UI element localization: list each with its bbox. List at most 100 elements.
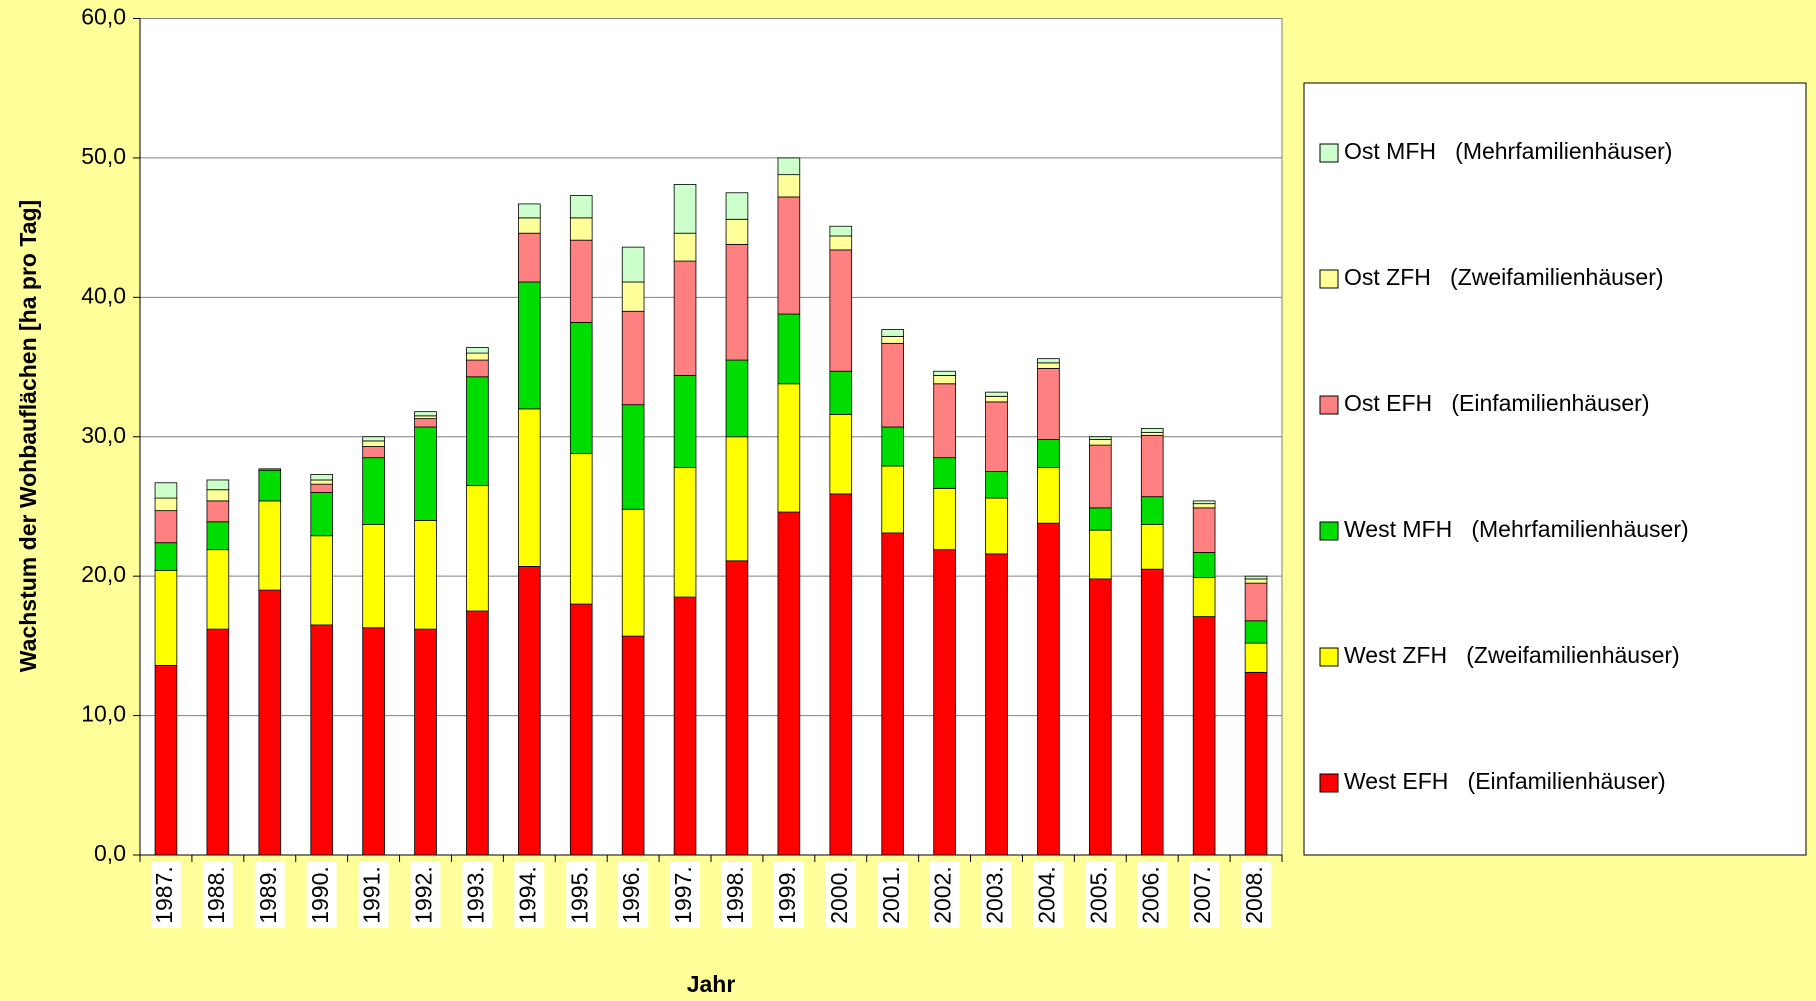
x-tick-label-bg	[202, 862, 233, 928]
bar-segment	[881, 465, 904, 534]
x-tick-label: 1999.	[774, 866, 800, 924]
x-tick-label: 2006.	[1137, 866, 1163, 924]
bar-segment	[1037, 467, 1060, 524]
bar-segment	[1244, 578, 1268, 584]
x-tick-label: 2005.	[1085, 866, 1111, 924]
bar-segment	[414, 426, 437, 521]
legend-swatch	[1319, 773, 1339, 793]
bar-segment	[933, 487, 956, 551]
x-axis-title: Jahr	[687, 971, 736, 997]
bar-segment	[362, 440, 385, 447]
x-tick-label: 2002.	[930, 866, 956, 924]
bar-segment	[518, 232, 541, 283]
bar-segment	[518, 566, 541, 856]
bar-segment	[569, 603, 593, 856]
bar-segment	[1244, 620, 1268, 644]
x-tick-label-bg	[1241, 862, 1272, 928]
bar-segment	[258, 469, 282, 502]
bar-segment	[725, 560, 749, 856]
bar-segment	[881, 532, 904, 856]
x-tick-label: 1989.	[255, 866, 281, 924]
bar-segment	[1089, 529, 1112, 580]
bar-segment	[518, 203, 541, 219]
bar-segment	[881, 342, 904, 428]
x-tick-label-bg	[1189, 862, 1220, 928]
legend-swatch	[1319, 521, 1339, 541]
bar-segment	[1089, 507, 1112, 531]
bar-segment	[362, 524, 385, 629]
x-tick-label: 1994.	[514, 866, 540, 924]
bar-segment	[206, 549, 230, 630]
bar-segment	[673, 260, 697, 376]
x-tick-label-bg	[1085, 862, 1116, 928]
bar-segment	[621, 508, 645, 637]
bar-segment	[310, 479, 333, 485]
bar-segment	[881, 426, 904, 467]
legend-label: Ost MFH (Mehrfamilienhäuser)	[1344, 138, 1672, 164]
legend-swatch	[1319, 143, 1339, 163]
bar-segment	[569, 322, 593, 454]
bar-segment	[933, 457, 956, 489]
bar-segment	[1192, 500, 1216, 505]
bar-segment	[206, 521, 230, 551]
x-tick-label: 1996.	[618, 866, 644, 924]
bar-segment	[985, 497, 1008, 555]
legend-label: Ost ZFH (Zweifamilienhäuser)	[1344, 264, 1664, 290]
bar-segment	[829, 235, 853, 251]
bar-segment	[621, 246, 645, 283]
bar-segment	[362, 627, 385, 856]
y-tick-label: 0,0	[94, 840, 126, 866]
bar-segment	[154, 542, 178, 571]
bar-segment	[1140, 432, 1164, 436]
bar-segment	[1244, 575, 1268, 580]
bar-segment	[725, 243, 749, 361]
bar-segment	[414, 415, 437, 420]
bar-segment	[414, 628, 437, 856]
x-tick-label: 1992.	[411, 866, 437, 924]
bar-segment	[1192, 616, 1216, 856]
bar-segment	[777, 157, 801, 176]
bar-segment	[569, 239, 593, 323]
bar-segment	[414, 418, 437, 428]
x-tick-label: 1995.	[566, 866, 592, 924]
bar-segment	[569, 217, 593, 241]
bar-segment	[725, 192, 749, 220]
bar-segment	[621, 310, 645, 406]
legend-swatch	[1319, 269, 1339, 289]
bar-segment	[985, 401, 1008, 473]
bar-segment	[933, 375, 956, 385]
bar-segment	[673, 232, 697, 262]
bar-segment	[1192, 577, 1216, 617]
bar-segment	[466, 347, 489, 354]
bar-segment	[206, 479, 230, 491]
x-tick-label: 2001.	[878, 866, 904, 924]
x-tick-label: 1997.	[670, 866, 696, 924]
y-tick-label: 50,0	[81, 143, 126, 169]
x-tick-label-bg	[670, 862, 701, 928]
bar-segment	[829, 493, 853, 856]
x-tick-label: 1991.	[359, 866, 385, 924]
x-tick-label: 2000.	[826, 866, 852, 924]
legend-label: West EFH (Einfamilienhäuser)	[1344, 768, 1666, 794]
bar-segment	[518, 217, 541, 234]
x-tick-label-bg	[877, 862, 908, 928]
bar-segment	[362, 457, 385, 525]
legend-label: West ZFH (Zweifamilienhäuser)	[1344, 642, 1680, 668]
bar-segment	[206, 500, 230, 523]
bar-segment	[985, 553, 1008, 856]
bar-segment	[362, 446, 385, 459]
bar-segment	[1037, 362, 1060, 369]
bar-segment	[777, 313, 801, 385]
bar-segment	[673, 184, 697, 234]
bar-segment	[1140, 434, 1164, 498]
x-tick-label-bg	[721, 862, 752, 928]
bar-segment	[985, 471, 1008, 499]
x-tick-label-bg	[1033, 862, 1064, 928]
bar-segment	[621, 635, 645, 856]
bar-segment	[466, 485, 489, 612]
x-tick-label: 1990.	[307, 866, 333, 924]
bar-segment	[1192, 507, 1216, 553]
bar-segment	[466, 376, 489, 486]
bar-segment	[206, 489, 230, 502]
x-tick-label-bg	[566, 862, 597, 928]
